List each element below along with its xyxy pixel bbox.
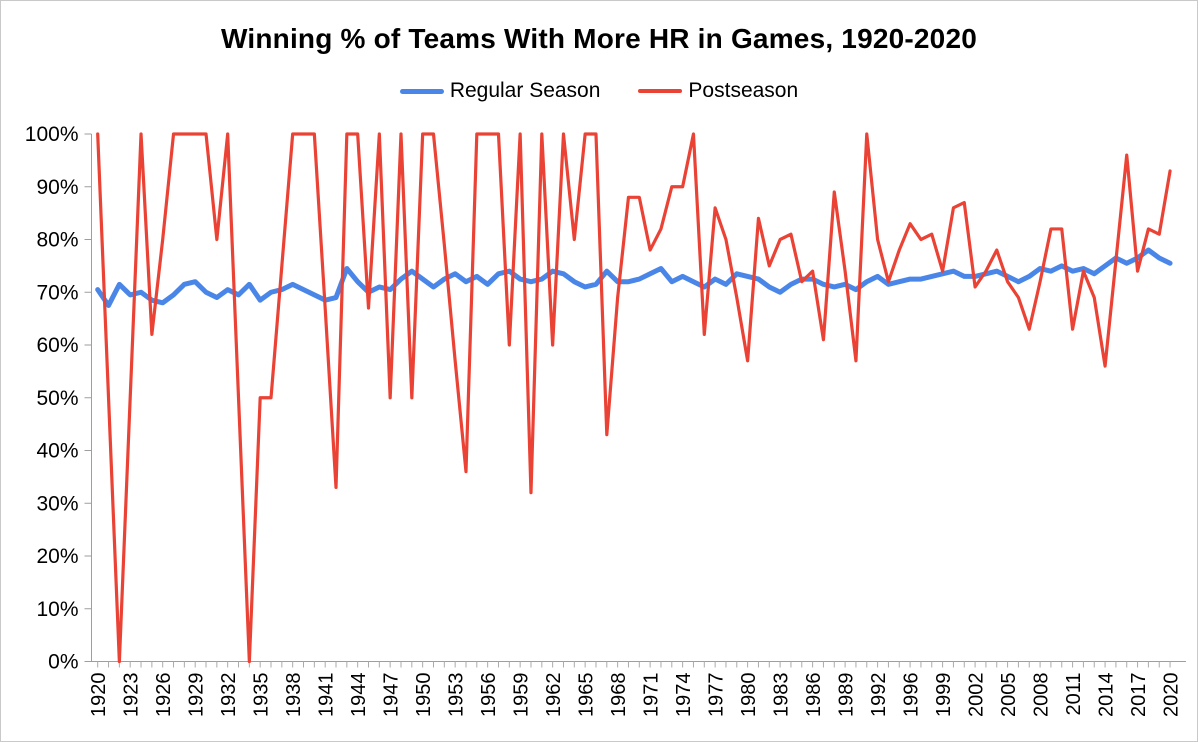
x-tick-label: 1929	[186, 673, 208, 718]
y-tick-label: 10%	[36, 598, 78, 621]
x-tick-label: 1950	[413, 673, 435, 718]
y-tick-label: 50%	[36, 387, 78, 410]
y-tick-label: 30%	[36, 492, 78, 515]
x-tick-label: 1923	[121, 673, 143, 718]
x-tick-label: 1962	[543, 673, 565, 718]
x-tick-label: 2011	[1063, 673, 1085, 716]
legend: Regular Season Postseason	[1, 79, 1197, 103]
y-tick-label: 40%	[36, 440, 78, 463]
y-tick-label: 80%	[36, 229, 78, 252]
x-tick-label: 1992	[868, 673, 890, 718]
y-tick-label: 90%	[36, 176, 78, 199]
x-tick-label: 1938	[283, 673, 305, 718]
x-tick-label: 1932	[218, 673, 240, 718]
x-tick-label: 1999	[933, 673, 955, 718]
x-tick-label: 2014	[1096, 673, 1118, 718]
postseason-line	[96, 132, 1172, 664]
y-tick-label: 70%	[36, 281, 78, 304]
legend-item-regular-season: Regular Season	[399, 79, 601, 103]
x-tick-label: 2005	[998, 673, 1020, 718]
x-tick-label: 1947	[381, 673, 403, 718]
legend-item-postseason: Postseason	[638, 79, 798, 103]
regular-season-line	[95, 247, 1173, 308]
y-tick-label: 60%	[36, 334, 78, 357]
x-tick-label: 1974	[673, 673, 695, 718]
x-tick-label: 1941	[316, 673, 338, 718]
postseason-swatch	[638, 89, 683, 93]
x-tick-label: 1977	[706, 673, 728, 718]
x-tick-label: 1926	[153, 673, 175, 718]
x-tick-label: 1920	[88, 673, 110, 718]
chart-title: Winning % of Teams With More HR in Games…	[220, 23, 977, 54]
x-tick-label: 2020	[1161, 673, 1183, 718]
x-tick-label: 2002	[966, 673, 988, 718]
x-tick-label: 1971	[641, 673, 663, 718]
x-tick-label: 1944	[348, 673, 370, 718]
legend-label-postseason: Postseason	[688, 79, 799, 102]
legend-label-regular-season: Regular Season	[449, 79, 601, 102]
x-tick-label: 1953	[446, 673, 468, 718]
x-tick-label: 1956	[478, 673, 500, 718]
x-tick-label: 1959	[511, 673, 533, 718]
x-tick-label: 1989	[836, 673, 858, 718]
x-tick-label: 1965	[576, 673, 598, 718]
x-tick-label: 1986	[803, 673, 825, 718]
x-tick-label: 1996	[901, 673, 923, 718]
x-tick-label: 1983	[771, 673, 793, 718]
x-tick-label: 2008	[1031, 673, 1053, 718]
y-tick-label: 100%	[25, 123, 79, 146]
x-tick-label: 1980	[738, 673, 760, 718]
x-tick-label: 2017	[1128, 673, 1150, 718]
y-tick-label: 0%	[48, 651, 78, 674]
x-tick-label: 1968	[608, 673, 630, 718]
regular-season-swatch	[399, 88, 444, 94]
y-tick-label: 20%	[36, 545, 78, 568]
x-tick-label: 1935	[251, 673, 273, 718]
